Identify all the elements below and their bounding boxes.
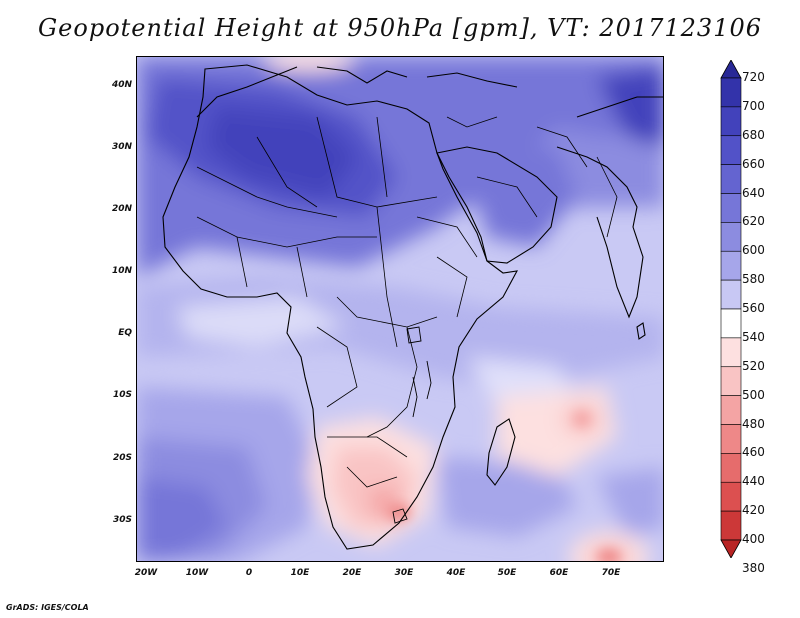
colorbar-label: 580 [742,272,765,287]
lon-label-10e: 10E [290,568,310,578]
lat-label-20s: 20S [112,453,132,463]
colorbar [720,60,742,558]
colorbar-label: 480 [742,416,765,431]
colorbar-top-arrow [720,60,742,79]
lat-label-40n: 40N [111,80,132,90]
colorbar-segment [720,135,742,165]
grads-credit: GrADS: IGES/COLA [6,603,89,612]
chart-title: Geopotential Height at 950hPa [gpm], VT:… [38,14,762,42]
map-canvas [137,57,663,561]
colorbar-label: 640 [742,185,765,200]
lat-label-30s: 30S [112,515,132,525]
colorbar-label: 400 [742,532,765,546]
map-panel [136,56,664,562]
colorbar-segment [720,106,742,137]
lat-label-10s: 10S [112,390,132,400]
lon-label-20w: 20W [134,568,158,578]
colorbar-label: 540 [742,329,765,344]
colorbar-label: 460 [742,445,765,460]
colorbar-segment [720,193,742,223]
colorbar-label: 420 [742,503,765,518]
colorbar-label: 380 [742,560,765,575]
colorbar-segment [720,395,742,425]
lon-label-60e: 60E [549,568,569,578]
colorbar-segment [720,250,742,281]
lon-label-20e: 20E [342,568,362,578]
colorbar-label: 700 [742,98,765,113]
lon-label-40e: 40E [446,568,466,578]
lon-label-50e: 50E [497,568,517,578]
lon-label-70e: 70E [601,568,621,578]
lon-label-0: 0 [245,568,253,578]
colorbar-segment [720,510,742,541]
lon-label-10w: 10W [185,568,209,578]
lakes [392,326,432,524]
height-field-detail [387,411,621,561]
colorbar-label: 620 [742,214,765,229]
lon-label-30e: 30E [394,568,414,578]
coastlines [162,64,663,550]
colorbar-segment [720,77,742,108]
colorbar-segment [720,366,742,396]
colorbar-label: 600 [742,243,765,258]
colorbar-segment [720,453,742,483]
height-field [137,57,663,561]
colorbar-label: 560 [742,301,765,315]
colorbar-segment [720,337,742,368]
colorbar-bottom-arrow [720,539,742,558]
colorbar-label: 520 [742,358,765,373]
lat-label-eq: EQ [118,328,132,338]
country-borders [196,116,618,488]
colorbar-label: 680 [742,127,765,142]
colorbar-label: 720 [742,70,765,84]
colorbar-segment [720,481,742,512]
colorbar-segment [720,222,742,252]
colorbar-segment [720,164,742,194]
colorbar-label: 500 [742,387,765,402]
colorbar-label: 440 [742,474,765,489]
lat-label-20n: 20N [111,204,132,214]
colorbar-label: 660 [742,156,765,171]
lat-label-30n: 30N [111,142,132,152]
colorbar-segment [720,424,742,454]
colorbar-segment [720,279,742,310]
lat-label-10n: 10N [111,266,132,276]
colorbar-segment [720,308,742,339]
